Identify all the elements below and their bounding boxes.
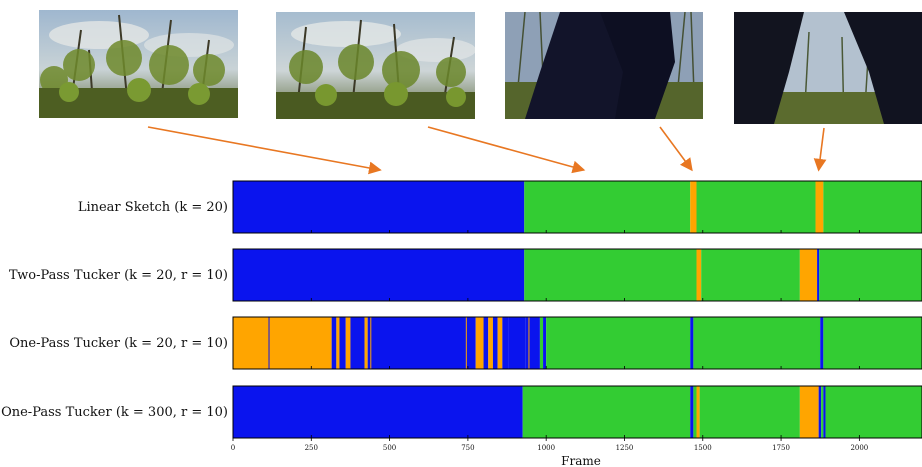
row-label: Linear Sketch (k = 20) — [78, 200, 228, 215]
photo-legs-wide — [734, 12, 922, 124]
segment-green — [524, 249, 697, 301]
segment-blue — [823, 386, 826, 438]
segment-green — [825, 386, 922, 438]
cluster-row-2: One-Pass Tucker (k = 20, r = 10) — [9, 316, 922, 370]
segment-green — [539, 317, 544, 369]
legs-image-1 — [505, 12, 703, 119]
segment-blue — [543, 317, 547, 369]
x-tick-label: 750 — [461, 444, 474, 452]
segment-blue — [690, 317, 694, 369]
segment-green — [522, 386, 691, 438]
segment-orange — [690, 181, 697, 233]
segment-blue — [233, 386, 523, 438]
arrows-layer — [147, 126, 827, 175]
segment-blue — [817, 249, 820, 301]
segment-orange — [233, 317, 332, 369]
segment-blue — [818, 386, 822, 438]
x-tick-label: 1000 — [537, 444, 555, 452]
segment-blue — [367, 317, 476, 369]
row-label: Two-Pass Tucker (k = 20, r = 10) — [9, 268, 228, 283]
segment-green — [821, 386, 824, 438]
segment-green — [696, 181, 816, 233]
row-label: One-Pass Tucker (k = 300, r = 10) — [1, 405, 228, 420]
segment-blue — [508, 317, 526, 369]
x-tick-label: 0 — [231, 444, 235, 452]
segment-orange — [696, 386, 700, 438]
segment-blue — [492, 317, 498, 369]
photo-forest-2 — [276, 12, 475, 119]
segment-orange — [364, 317, 368, 369]
cluster-row-0: Linear Sketch (k = 20) — [78, 180, 922, 234]
pointer-arrow — [427, 126, 586, 174]
segment-green — [701, 249, 800, 301]
segment-green — [819, 249, 922, 301]
row-label: One-Pass Tucker (k = 20, r = 10) — [9, 336, 228, 351]
segment-green — [546, 317, 691, 369]
segment-orange — [488, 317, 493, 369]
segment-blue — [502, 317, 509, 369]
segment-blue — [339, 317, 346, 369]
x-tick-label: 1750 — [772, 444, 790, 452]
cluster-row-1: Two-Pass Tucker (k = 20, r = 10) — [9, 248, 922, 302]
segment-orange — [696, 249, 702, 301]
segment-blue — [331, 317, 337, 369]
segment-blue — [483, 317, 489, 369]
x-axis-title: Frame — [561, 454, 601, 467]
segment-orange — [799, 249, 818, 301]
segment-green — [693, 317, 821, 369]
x-tick-label: 500 — [383, 444, 396, 452]
forest-image-1 — [39, 10, 238, 118]
cluster-row-3: One-Pass Tucker (k = 300, r = 10) — [1, 385, 922, 439]
x-tick-label: 1500 — [694, 444, 712, 452]
x-tick-label: 1250 — [616, 444, 634, 452]
photo-forest-1 — [39, 10, 238, 118]
segment-blue — [350, 317, 365, 369]
row-frame — [232, 248, 922, 302]
row-frame — [232, 316, 922, 370]
segment-blue — [233, 249, 525, 301]
segment-blue — [233, 181, 525, 233]
segment-blue — [820, 317, 824, 369]
x-tick-label: 2000 — [850, 444, 868, 452]
segment-blue — [525, 317, 540, 369]
x-axis: 0 250 500 750 1000 1250 1500 1750 2000 — [231, 438, 868, 452]
segment-orange — [497, 317, 503, 369]
segment-orange — [799, 386, 819, 438]
segment-orange — [815, 181, 824, 233]
segment-orange — [336, 317, 340, 369]
segment-green — [524, 181, 691, 233]
row-frame — [232, 385, 922, 439]
segment-green — [699, 386, 800, 438]
pointer-arrow — [813, 127, 827, 172]
row-frame — [232, 180, 922, 234]
segment-green — [693, 386, 697, 438]
segment-orange — [475, 317, 484, 369]
segment-blue — [690, 386, 694, 438]
legs-image-2 — [734, 12, 922, 124]
photo-legs-closeup — [505, 12, 703, 119]
segment-orange — [345, 317, 351, 369]
x-tick-label: 250 — [305, 444, 318, 452]
rows-layer: Linear Sketch (k = 20) Two-Pass Tucker (k… — [1, 180, 922, 439]
segment-green — [823, 317, 922, 369]
pointer-arrow — [659, 126, 693, 172]
pointer-arrow — [147, 126, 382, 175]
segment-green — [823, 181, 922, 233]
forest-image-2 — [276, 12, 475, 119]
